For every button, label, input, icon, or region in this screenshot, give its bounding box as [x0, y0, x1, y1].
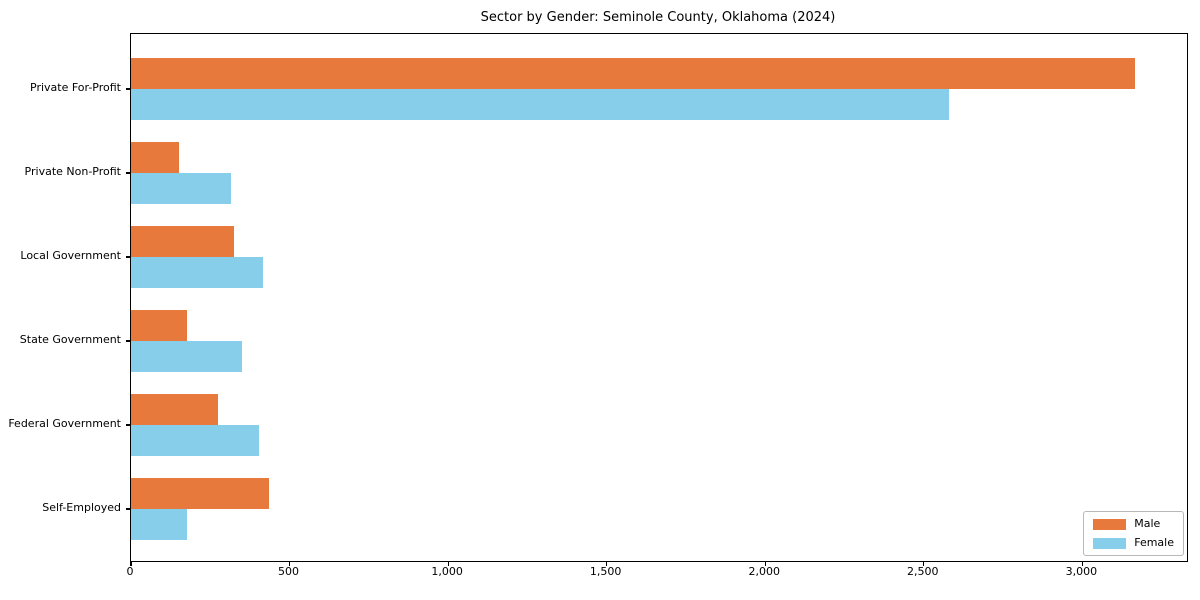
y-axis-label: Local Government	[20, 249, 121, 262]
legend-label-female: Female	[1134, 536, 1174, 549]
x-tick	[447, 561, 449, 566]
x-tick	[764, 561, 766, 566]
x-tick-label: 500	[278, 565, 300, 578]
bar-male-2	[131, 226, 235, 257]
bar-female-0	[131, 89, 950, 120]
y-tick	[126, 88, 131, 90]
y-axis-label: Self-Employed	[42, 501, 121, 514]
bar-male-0	[131, 58, 1135, 89]
x-tick	[288, 561, 291, 566]
legend-item-male: Male	[1093, 518, 1174, 530]
legend: Male Female	[1083, 511, 1184, 556]
x-tick-label: 1,000	[431, 565, 463, 578]
x-tick-label: 2,000	[748, 565, 780, 578]
female-series-swatch	[1093, 537, 1127, 549]
y-tick	[126, 424, 131, 426]
y-axis-label: State Government	[19, 333, 121, 346]
bar-female-5	[131, 509, 187, 540]
legend-item-female: Female	[1093, 537, 1174, 549]
legend-label-male: Male	[1134, 517, 1161, 530]
y-tick	[126, 340, 131, 342]
chart-title: Sector by Gender: Seminole County, Oklah…	[480, 10, 836, 25]
plot-area: Male Female	[126, 33, 1188, 566]
bar-female-3	[131, 341, 242, 372]
bar-female-4	[131, 425, 260, 456]
y-tick	[126, 508, 131, 510]
x-tick-label: 3,000	[1065, 565, 1098, 578]
bar-male-4	[131, 394, 219, 425]
y-axis-label: Private For-Profit	[30, 81, 121, 94]
y-tick	[126, 256, 131, 258]
bar-female-2	[131, 257, 263, 288]
x-tick	[1081, 561, 1083, 566]
bar-male-1	[131, 142, 179, 173]
x-tick-label: 0	[126, 565, 134, 578]
x-tick-label: 2,500	[907, 565, 939, 578]
x-tick	[606, 561, 608, 566]
x-tick	[923, 561, 925, 566]
x-tick-label: 1,500	[589, 565, 622, 578]
bar-male-5	[131, 478, 269, 509]
bar-female-1	[131, 173, 231, 204]
y-axis-label: Federal Government	[8, 417, 121, 430]
y-axis-label: Private Non-Profit	[24, 165, 121, 178]
male-series-swatch	[1093, 518, 1127, 530]
bar-male-3	[131, 310, 187, 341]
y-tick	[126, 172, 131, 174]
x-tick	[130, 561, 132, 566]
